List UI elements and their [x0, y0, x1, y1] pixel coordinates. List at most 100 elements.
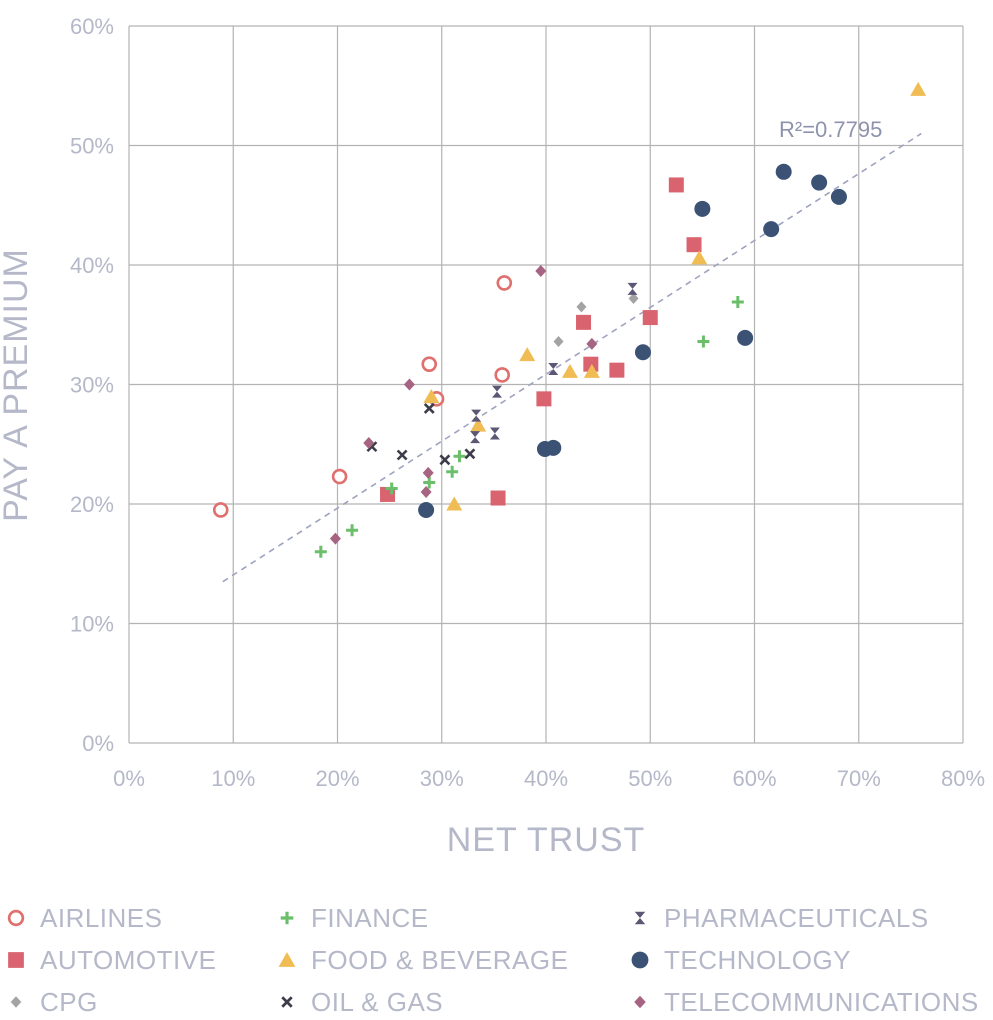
legend-item-pharmaceuticals: PHARMACEUTICALS — [628, 900, 929, 936]
legend-marker-shape — [8, 952, 24, 968]
data-point-telecommunications — [363, 437, 375, 450]
series-automotive — [380, 177, 702, 506]
data-point-oil-gas — [464, 448, 476, 460]
data-point-technology — [545, 439, 562, 456]
legend-item-telecommunications: TELECOMMUNICATIONS — [628, 984, 979, 1020]
legend-marker-shape — [278, 952, 296, 967]
legend-label: FOOD & BEVERAGE — [311, 944, 569, 975]
data-point-food-beverage — [423, 388, 440, 403]
series-pharmaceuticals — [470, 282, 638, 444]
x-tick-label: 10% — [211, 766, 255, 791]
series-cpg — [553, 292, 639, 347]
legend-marker-shape — [631, 951, 649, 969]
data-point-technology — [775, 163, 792, 180]
legend-marker-airlines — [7, 909, 25, 927]
series-telecommunications — [329, 264, 598, 545]
data-point-telecommunications — [420, 486, 432, 499]
data-point-food-beverage — [446, 496, 463, 511]
data-point-cpg — [628, 292, 639, 304]
data-point-oil-gas — [439, 454, 451, 466]
data-point-finance — [731, 296, 744, 309]
y-tick-label: 50% — [70, 134, 114, 159]
y-tick-label: 30% — [70, 373, 114, 398]
data-point-finance — [446, 465, 459, 478]
data-point-pharmaceuticals — [471, 409, 482, 422]
data-point-pharmaceuticals — [627, 282, 638, 295]
data-point-airlines — [494, 367, 511, 383]
series-finance — [314, 296, 744, 558]
data-point-airlines — [496, 275, 513, 291]
data-points — [212, 81, 927, 558]
data-point-oil-gas — [423, 402, 435, 414]
legend-marker-shape — [281, 996, 293, 1008]
data-point-technology — [830, 188, 847, 205]
legend-item-airlines: AIRLINES — [4, 900, 163, 936]
legend-marker-technology — [631, 951, 649, 969]
data-point-pharmaceuticals — [492, 385, 503, 398]
series-food-beverage — [423, 81, 927, 511]
data-point-telecommunications — [586, 337, 598, 350]
data-point-telecommunications — [422, 466, 434, 479]
data-point-cpg — [576, 301, 587, 313]
r-squared-label: R²=0.7795 — [779, 117, 882, 142]
data-point-telecommunications — [403, 378, 415, 391]
legend-item-food-beverage: FOOD & BEVERAGE — [275, 942, 568, 978]
data-point-pharmaceuticals — [470, 431, 481, 444]
data-point-finance — [697, 335, 710, 348]
legend-label: FINANCE — [311, 902, 429, 933]
legend-marker-shape — [7, 909, 25, 927]
legend-label: PHARMACEUTICALS — [664, 902, 929, 933]
data-point-food-beverage — [583, 363, 600, 378]
data-point-automotive — [490, 490, 506, 506]
data-point-food-beverage — [691, 250, 708, 265]
y-tick-labels: 0% 10% 20% 30% 40% 50% 60% — [70, 14, 114, 756]
legend-marker-cpg — [10, 996, 22, 1008]
data-point-finance — [423, 476, 436, 489]
data-point-oil-gas — [396, 449, 408, 461]
data-point-automotive — [686, 237, 702, 253]
scatter-chart: 0% 10% 20% 30% 40% 50% 60% 70% 80% 0% 10% 20% 30% 40… — [0, 14, 985, 859]
legend-item-automotive: AUTOMOTIVE — [4, 942, 216, 978]
legend-marker-finance — [280, 911, 294, 925]
data-point-technology — [763, 221, 780, 238]
data-point-finance — [314, 545, 327, 558]
data-point-technology — [694, 200, 711, 217]
data-point-automotive — [536, 391, 552, 407]
legend-label: CPG — [40, 986, 98, 1017]
data-point-automotive — [642, 310, 658, 326]
x-tick-label: 50% — [628, 766, 672, 791]
x-tick-label: 30% — [420, 766, 464, 791]
legend-marker-shape — [280, 911, 294, 925]
series-technology — [418, 163, 847, 518]
x-axis-title: NET TRUST — [447, 821, 646, 859]
grid — [128, 25, 964, 744]
x-tick-label: 0% — [113, 766, 145, 791]
x-tick-label: 20% — [315, 766, 359, 791]
data-point-food-beverage — [910, 81, 927, 96]
legend-label: AUTOMOTIVE — [40, 944, 217, 975]
legend-marker-shape — [634, 995, 646, 1009]
data-point-technology — [811, 174, 828, 191]
data-point-finance — [385, 482, 398, 495]
data-point-airlines — [421, 356, 438, 372]
x-tick-label: 60% — [732, 766, 776, 791]
x-tick-label: 40% — [524, 766, 568, 791]
data-point-telecommunications — [535, 264, 547, 277]
y-tick-label: 10% — [70, 612, 114, 637]
y-axis-title: PAY A PREMIUM — [0, 248, 35, 522]
legend-item-finance: FINANCE — [275, 900, 429, 936]
data-point-automotive — [609, 362, 625, 378]
data-point-automotive — [576, 314, 592, 330]
data-point-technology — [634, 344, 651, 361]
data-point-telecommunications — [329, 532, 341, 545]
legend-label: TECHNOLOGY — [664, 944, 852, 975]
legend-marker-telecommunications — [634, 995, 646, 1009]
legend: AIRLINES AUTOMOTIVE CPG FINANCE FOOD & BEVER… — [0, 896, 993, 1017]
legend-item-oil-gas: OIL & GAS — [275, 984, 443, 1020]
legend-label: AIRLINES — [40, 902, 163, 933]
data-point-cpg — [553, 335, 564, 347]
legend-marker-oil-gas — [281, 996, 293, 1008]
data-point-pharmaceuticals — [489, 427, 500, 440]
y-tick-label: 60% — [70, 14, 114, 39]
data-point-food-beverage — [470, 417, 487, 432]
